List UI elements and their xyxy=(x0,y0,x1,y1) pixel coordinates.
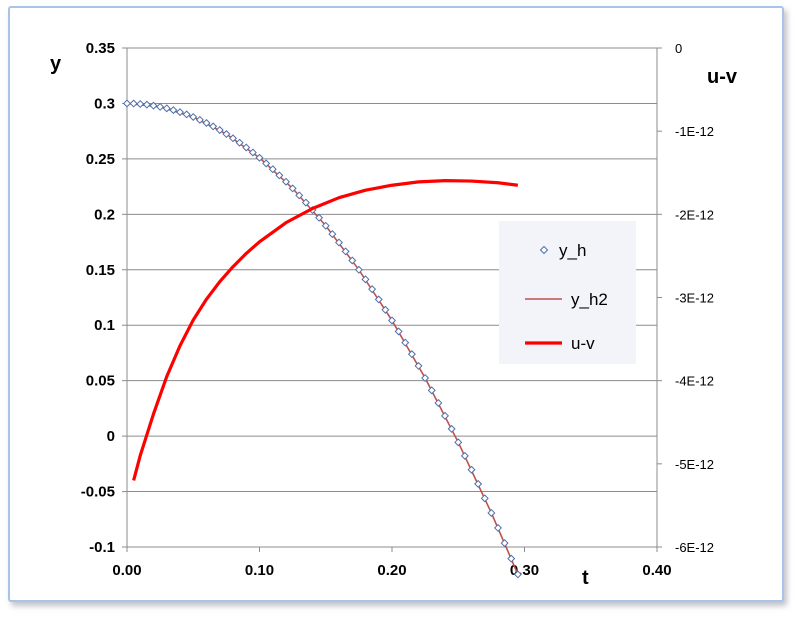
legend-box xyxy=(499,221,636,364)
data-point-y_h xyxy=(507,554,516,563)
data-point-y_h xyxy=(480,494,489,503)
series-line-y_h2 xyxy=(126,102,519,575)
data-point-y_h xyxy=(348,256,357,265)
y-tick-label: 0.35 xyxy=(86,40,115,57)
y-tick-label: 0.05 xyxy=(86,373,115,390)
data-point-y_h xyxy=(354,265,363,274)
data-point-y_h xyxy=(454,438,463,447)
data-point-y_h xyxy=(374,295,383,304)
data-point-y_h xyxy=(162,104,171,113)
data-point-y_h xyxy=(275,171,284,180)
x-tick-label: 0.40 xyxy=(642,562,671,579)
data-point-y_h xyxy=(189,112,198,121)
data-point-y_h xyxy=(421,373,430,383)
data-point-y_h xyxy=(487,508,496,517)
x-tick-label: 0.10 xyxy=(245,562,274,579)
series-line-u-v xyxy=(132,179,519,481)
data-point-y_h xyxy=(381,305,390,314)
legend-label-y_h2: y_h2 xyxy=(571,290,608,309)
data-point-y_h xyxy=(182,110,191,119)
data-point-y_h xyxy=(136,99,145,109)
data-point-y_h xyxy=(222,130,231,139)
data-point-y_h xyxy=(434,398,443,407)
data-point-y_h xyxy=(440,411,450,420)
data-point-y_h xyxy=(328,230,337,239)
y2-tick-label: -3E-12 xyxy=(675,291,714,306)
data-point-y_h xyxy=(255,153,264,162)
y2-tick-label: -4E-12 xyxy=(675,374,714,389)
data-point-y_h xyxy=(460,451,469,460)
data-point-y_h xyxy=(215,126,224,135)
data-point-y_h xyxy=(129,99,138,108)
y-tick-label: -0.05 xyxy=(81,484,115,501)
data-point-y_h xyxy=(387,316,397,325)
data-point-y_h xyxy=(315,213,324,222)
data-point-y_h xyxy=(301,198,310,207)
data-point-y_h xyxy=(493,523,503,532)
data-point-y_h xyxy=(295,191,304,200)
data-point-y_h xyxy=(175,108,185,117)
y-tick-label: 0.3 xyxy=(94,95,115,112)
legend-label-y_h: y_h xyxy=(559,241,586,260)
data-point-y_h xyxy=(262,159,271,168)
y-tick-label: 0 xyxy=(107,428,115,445)
data-point-y_h xyxy=(447,424,456,433)
data-point-y_h xyxy=(149,101,158,110)
plot-area: 0.00 0.10 0.20 0.3 0 0.40 -0.1 -0.05 0 0.05 0.1 0.1… xyxy=(50,40,738,589)
y2-axis-title: u-v xyxy=(707,66,738,88)
y-tick-label: 0.15 xyxy=(86,262,115,279)
data-point-y_h xyxy=(248,148,257,157)
y2-tick-label: -5E-12 xyxy=(675,457,714,472)
y-axis-title: y xyxy=(50,53,62,75)
data-point-y_h xyxy=(228,134,238,143)
x-axis-title: t xyxy=(582,567,589,589)
y2-tick-label: -1E-12 xyxy=(675,124,714,139)
y2-tick-label: -6E-12 xyxy=(675,540,714,555)
data-point-y_h xyxy=(202,118,211,127)
data-point-y_h xyxy=(467,465,476,474)
y2-tick-label: 0 xyxy=(675,41,682,56)
data-point-y_h xyxy=(321,221,330,230)
data-point-y_h xyxy=(209,122,218,131)
data-point-y_h xyxy=(281,177,291,186)
data-point-y_h xyxy=(169,106,178,115)
x-tick-label: 0.20 xyxy=(377,562,406,579)
data-point-y_h xyxy=(142,100,151,109)
data-point-y_h xyxy=(122,99,132,108)
y-tick-label: 0.2 xyxy=(94,206,115,223)
data-point-y_h xyxy=(368,285,377,294)
data-point-y_h xyxy=(414,361,423,370)
data-point-y_h xyxy=(474,479,483,488)
data-point-y_h xyxy=(513,570,522,579)
y2-tick-label: -2E-12 xyxy=(675,207,714,222)
data-point-y_h xyxy=(195,115,204,124)
data-point-y_h xyxy=(394,327,403,336)
data-point-y_h xyxy=(235,138,244,147)
y-tick-label: 0.1 xyxy=(94,317,115,334)
data-point-y_h xyxy=(407,350,416,359)
chart-frame: 0.00 0.10 0.20 0.3 0 0.40 -0.1 -0.05 0 0.05 0.1 0.1… xyxy=(8,6,784,602)
chart-svg: 0.00 0.10 0.20 0.3 0 0.40 -0.1 -0.05 0 0.05 0.1 0.1… xyxy=(50,40,738,589)
legend-label-u-v: u-v xyxy=(571,334,595,353)
data-point-y_h xyxy=(361,275,370,284)
data-point-y_h xyxy=(156,102,165,111)
data-point-y_h xyxy=(288,184,297,193)
y-tick-label: 0.25 xyxy=(86,151,115,168)
data-point-y_h xyxy=(268,165,277,174)
legend: y_h y_h2 u-v xyxy=(499,221,636,364)
legend-marker-y_h xyxy=(539,245,549,255)
y-tick-label: -0.1 xyxy=(89,539,115,556)
data-point-y_h xyxy=(500,539,509,548)
data-point-y_h xyxy=(334,238,344,247)
data-point-y_h xyxy=(427,386,436,395)
data-point-y_h xyxy=(341,247,350,256)
data-point-y_h xyxy=(401,338,410,347)
x-tick-label: 0.00 xyxy=(112,562,141,579)
data-point-y_h xyxy=(242,143,251,152)
